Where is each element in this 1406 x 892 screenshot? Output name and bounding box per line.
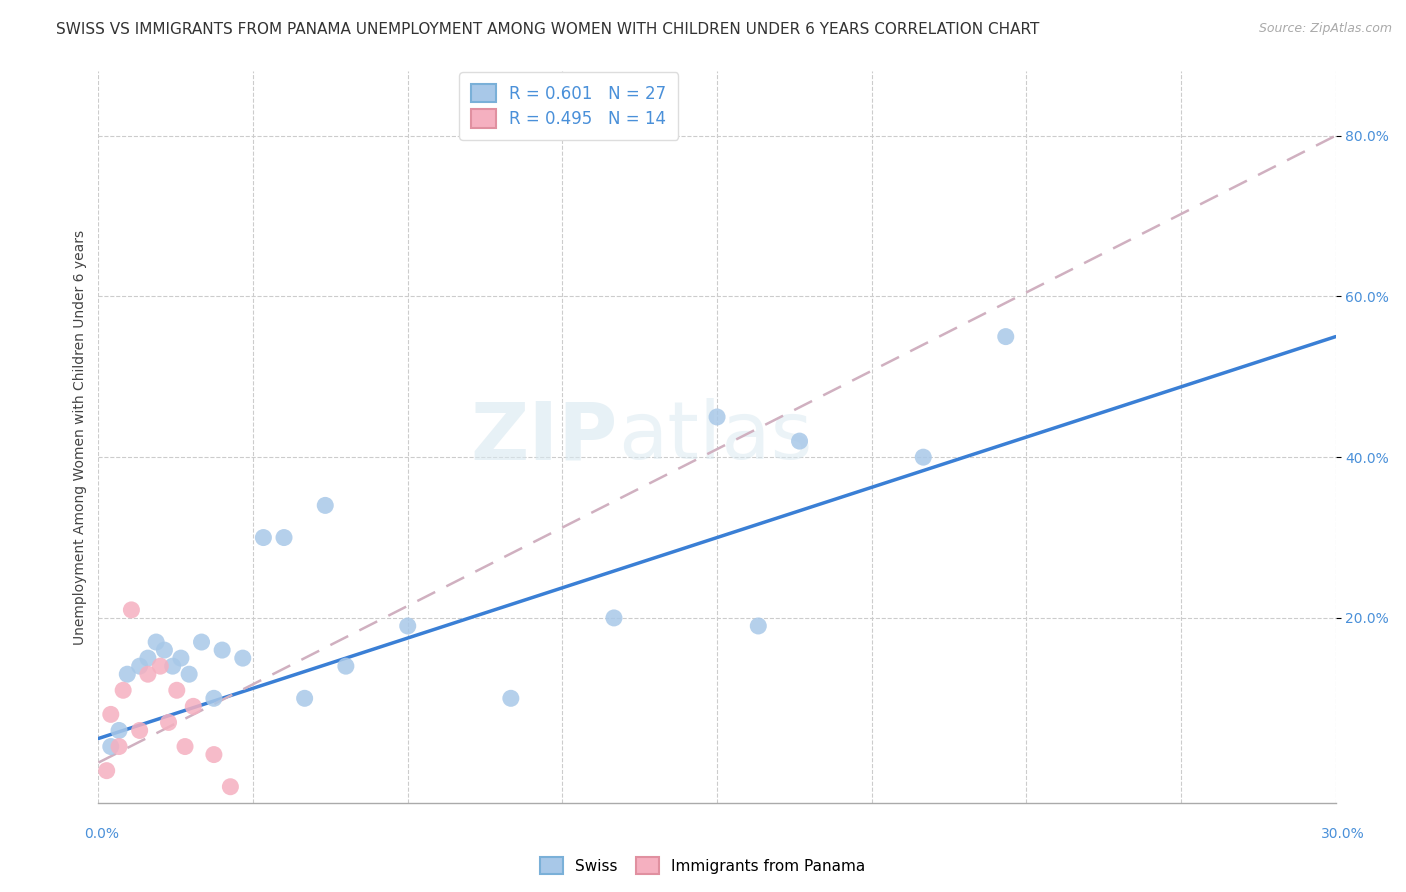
Point: [100, 707, 122, 722]
Point: [153, 643, 176, 657]
Point: [128, 659, 150, 673]
Point: [179, 667, 201, 681]
Point: [100, 739, 122, 754]
Point: [252, 531, 274, 545]
Point: [747, 619, 769, 633]
Point: [294, 691, 316, 706]
Point: [170, 651, 193, 665]
Point: [499, 691, 522, 706]
Point: [136, 667, 159, 681]
Point: [314, 499, 336, 513]
Point: [603, 611, 626, 625]
Point: [145, 635, 167, 649]
Point: [162, 659, 184, 673]
Legend: Swiss, Immigrants from Panama: Swiss, Immigrants from Panama: [534, 851, 872, 880]
Text: Source: ZipAtlas.com: Source: ZipAtlas.com: [1258, 22, 1392, 36]
Point: [96, 764, 118, 778]
Point: [117, 667, 139, 681]
Point: [202, 747, 225, 762]
Point: [157, 715, 180, 730]
Point: [112, 683, 135, 698]
Point: [166, 683, 188, 698]
Point: [190, 635, 212, 649]
Point: [789, 434, 811, 449]
Point: [219, 780, 242, 794]
Text: atlas: atlas: [619, 398, 813, 476]
Point: [396, 619, 419, 633]
Point: [706, 409, 728, 424]
Point: [149, 659, 172, 673]
Point: [232, 651, 254, 665]
Point: [273, 531, 295, 545]
Point: [202, 691, 225, 706]
Point: [108, 723, 131, 738]
Point: [108, 739, 131, 754]
Point: [912, 450, 935, 465]
Text: SWISS VS IMMIGRANTS FROM PANAMA UNEMPLOYMENT AMONG WOMEN WITH CHILDREN UNDER 6 Y: SWISS VS IMMIGRANTS FROM PANAMA UNEMPLOY…: [56, 22, 1039, 37]
Point: [136, 651, 159, 665]
Text: 0.0%: 0.0%: [84, 827, 118, 841]
Legend: R = 0.601   N = 27, R = 0.495   N = 14: R = 0.601 N = 27, R = 0.495 N = 14: [460, 72, 678, 140]
Point: [211, 643, 233, 657]
Text: ZIP: ZIP: [471, 398, 619, 476]
Point: [335, 659, 357, 673]
Point: [128, 723, 150, 738]
Point: [120, 603, 142, 617]
Text: 30.0%: 30.0%: [1320, 827, 1365, 841]
Y-axis label: Unemployment Among Women with Children Under 6 years: Unemployment Among Women with Children U…: [73, 229, 87, 645]
Point: [994, 329, 1017, 343]
Point: [174, 739, 197, 754]
Point: [181, 699, 204, 714]
